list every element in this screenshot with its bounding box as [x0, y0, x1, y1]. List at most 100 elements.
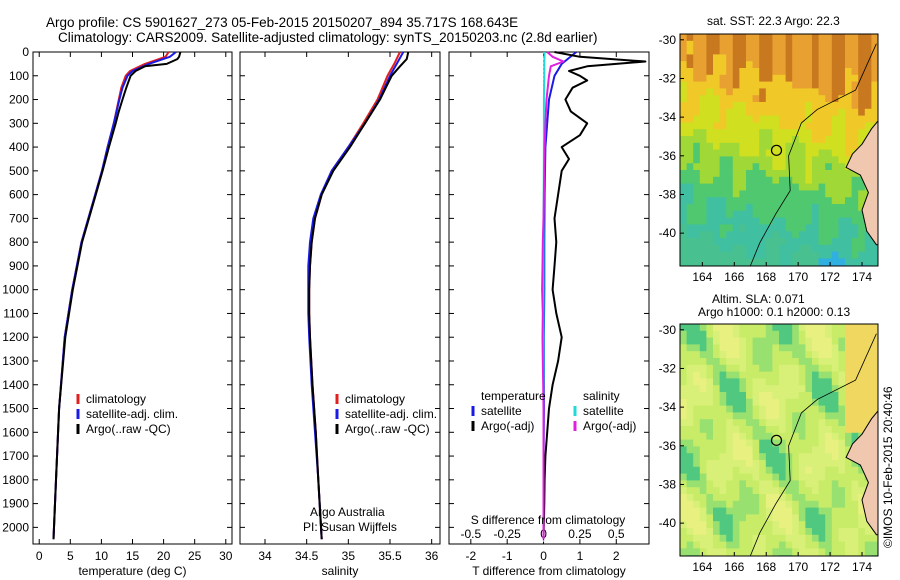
- map-cell: [858, 122, 866, 130]
- map-cell: [825, 392, 833, 400]
- map-cell: [699, 378, 707, 386]
- map-cell: [772, 514, 780, 522]
- map-cell: [706, 224, 714, 232]
- map-cell: [699, 81, 707, 89]
- map-cell: [706, 122, 714, 130]
- map-cell: [739, 34, 747, 42]
- map-cell: [726, 170, 734, 178]
- map-cell: [746, 541, 754, 549]
- map-cell: [772, 149, 780, 157]
- map-cell: [680, 514, 688, 522]
- map-cell: [805, 548, 813, 556]
- map-cell: [719, 460, 727, 468]
- map-cell: [719, 204, 727, 212]
- map-x-tick-label: 168: [756, 270, 776, 284]
- x-tick-label: 15: [126, 549, 140, 563]
- map-cell: [798, 40, 806, 49]
- map-cell: [798, 88, 806, 96]
- map-cell: [719, 432, 727, 441]
- map-cell: [838, 88, 846, 96]
- map-cell: [772, 358, 780, 366]
- map-cell: [752, 378, 760, 386]
- map-cell: [831, 102, 839, 110]
- map-cell: [772, 480, 780, 488]
- map-cell: [838, 453, 846, 461]
- map-cell: [680, 426, 688, 434]
- map-cell: [706, 378, 714, 386]
- map-cell: [713, 224, 721, 232]
- map-cell: [871, 74, 878, 83]
- map-cell: [693, 74, 701, 83]
- map-cell: [812, 480, 820, 488]
- map-cell: [699, 210, 707, 219]
- map-cell: [752, 183, 760, 191]
- map-cell: [871, 88, 878, 96]
- map-cell: [752, 514, 760, 522]
- map-cell: [792, 364, 800, 373]
- map-cell: [798, 156, 806, 164]
- map-cell: [792, 473, 800, 481]
- map-cell: [739, 95, 747, 103]
- map-cell: [732, 197, 740, 205]
- map-cell: [812, 129, 820, 137]
- map-cell: [838, 507, 846, 515]
- map-cell: [713, 371, 721, 379]
- legend-label: satellite: [481, 404, 522, 418]
- map-cell: [719, 88, 727, 96]
- map-cell: [845, 351, 853, 359]
- map-cell: [765, 149, 773, 157]
- map-cell: [706, 344, 714, 352]
- map-cell: [699, 74, 707, 83]
- map-cell: [838, 54, 846, 62]
- map-cell: [732, 251, 740, 259]
- map-cell: [792, 439, 800, 447]
- legend-title-temperature: temperature: [481, 389, 546, 403]
- map-cell: [686, 460, 694, 468]
- map-cell: [706, 446, 714, 454]
- map-cell: [785, 47, 793, 55]
- map-cell: [798, 34, 806, 42]
- map-cell: [732, 405, 740, 413]
- map-cell: [838, 364, 846, 373]
- map-cell: [752, 47, 760, 55]
- map-cell: [779, 385, 787, 393]
- map-cell: [864, 102, 872, 110]
- map-cell: [706, 494, 714, 502]
- map-cell: [752, 115, 760, 123]
- map-cell: [765, 122, 773, 130]
- map-cell: [838, 378, 846, 386]
- map-cell: [838, 61, 846, 69]
- map-cell: [719, 494, 727, 502]
- map-cell: [831, 197, 839, 205]
- map-cell: [838, 68, 846, 76]
- map-cell: [739, 392, 747, 400]
- map-cell: [765, 163, 773, 171]
- map-cell: [719, 344, 727, 352]
- map-cell: [825, 251, 833, 259]
- map-cell: [699, 231, 707, 239]
- map-cell: [851, 364, 859, 373]
- map-cell: [765, 217, 773, 225]
- map-x-tick-label: 172: [820, 270, 840, 284]
- map-cell: [746, 136, 754, 144]
- map-cell: [680, 231, 688, 239]
- map-cell: [719, 115, 727, 123]
- map-cell: [785, 398, 793, 407]
- map-cell: [699, 258, 707, 266]
- map-cell: [719, 54, 727, 62]
- map-cell: [772, 392, 780, 400]
- map-cell: [772, 330, 780, 339]
- map-cell: [765, 514, 773, 522]
- map-cell: [680, 398, 688, 407]
- map-cell: [845, 149, 853, 157]
- map-cell: [752, 251, 760, 259]
- map-cell: [818, 514, 826, 522]
- map-cell: [765, 68, 773, 76]
- map-cell: [818, 534, 826, 543]
- map-cell: [699, 156, 707, 164]
- map-cell: [779, 426, 787, 434]
- map-cell: [726, 541, 734, 549]
- map-cell: [680, 129, 688, 137]
- map-cell: [825, 351, 833, 359]
- map-cell: [686, 68, 694, 76]
